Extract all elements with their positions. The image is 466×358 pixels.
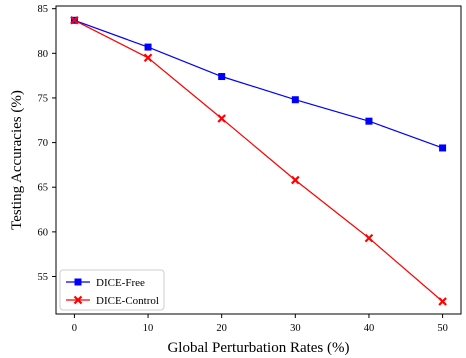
x-tick-label: 50 [437,323,448,334]
x-tick-label: 20 [216,323,227,334]
data-point-dice-control [143,53,153,63]
series-layer [70,16,447,306]
legend-marker-dice-control [73,295,83,305]
data-point-dice-free [365,117,373,125]
series-line-dice-control [74,19,443,302]
legend-label-dice-control: DICE-Control [96,295,159,307]
x-tick-label: 0 [72,323,77,334]
data-point-dice-control [70,16,79,25]
legend: DICE-Free DICE-Control [59,269,165,311]
y-tick-label: 55 [38,272,49,283]
x-axis: 0 10 20 30 40 50 [72,314,448,334]
data-point-dice-control [364,233,374,243]
y-tick-label: 75 [38,93,49,104]
data-point-dice-free [144,43,152,51]
y-tick-label: 70 [38,138,49,149]
y-axis-label: Testing Accuracies (%) [9,90,25,230]
data-point-dice-free [218,73,226,81]
y-tick-label: 85 [38,4,49,15]
data-point-dice-free [439,144,447,152]
data-point-dice-control [438,297,447,306]
series-line-dice-free [74,19,443,149]
legend-label-dice-free: DICE-Free [96,277,145,289]
x-axis-label: Global Perturbation Rates (%) [167,340,349,356]
data-point-dice-control [291,175,300,185]
y-tick-label: 65 [38,183,49,194]
x-tick-label: 30 [290,323,301,334]
plot-frame [55,5,462,315]
y-tick-label: 60 [38,227,49,238]
x-tick-label: 40 [364,323,375,334]
x-tick-label: 10 [143,323,154,334]
y-tick-label: 80 [38,49,49,60]
data-point-dice-free [291,96,299,104]
data-point-dice-control [217,114,226,123]
y-axis: 55 60 65 70 75 80 85 [38,4,56,283]
legend-marker-dice-free [74,278,82,286]
